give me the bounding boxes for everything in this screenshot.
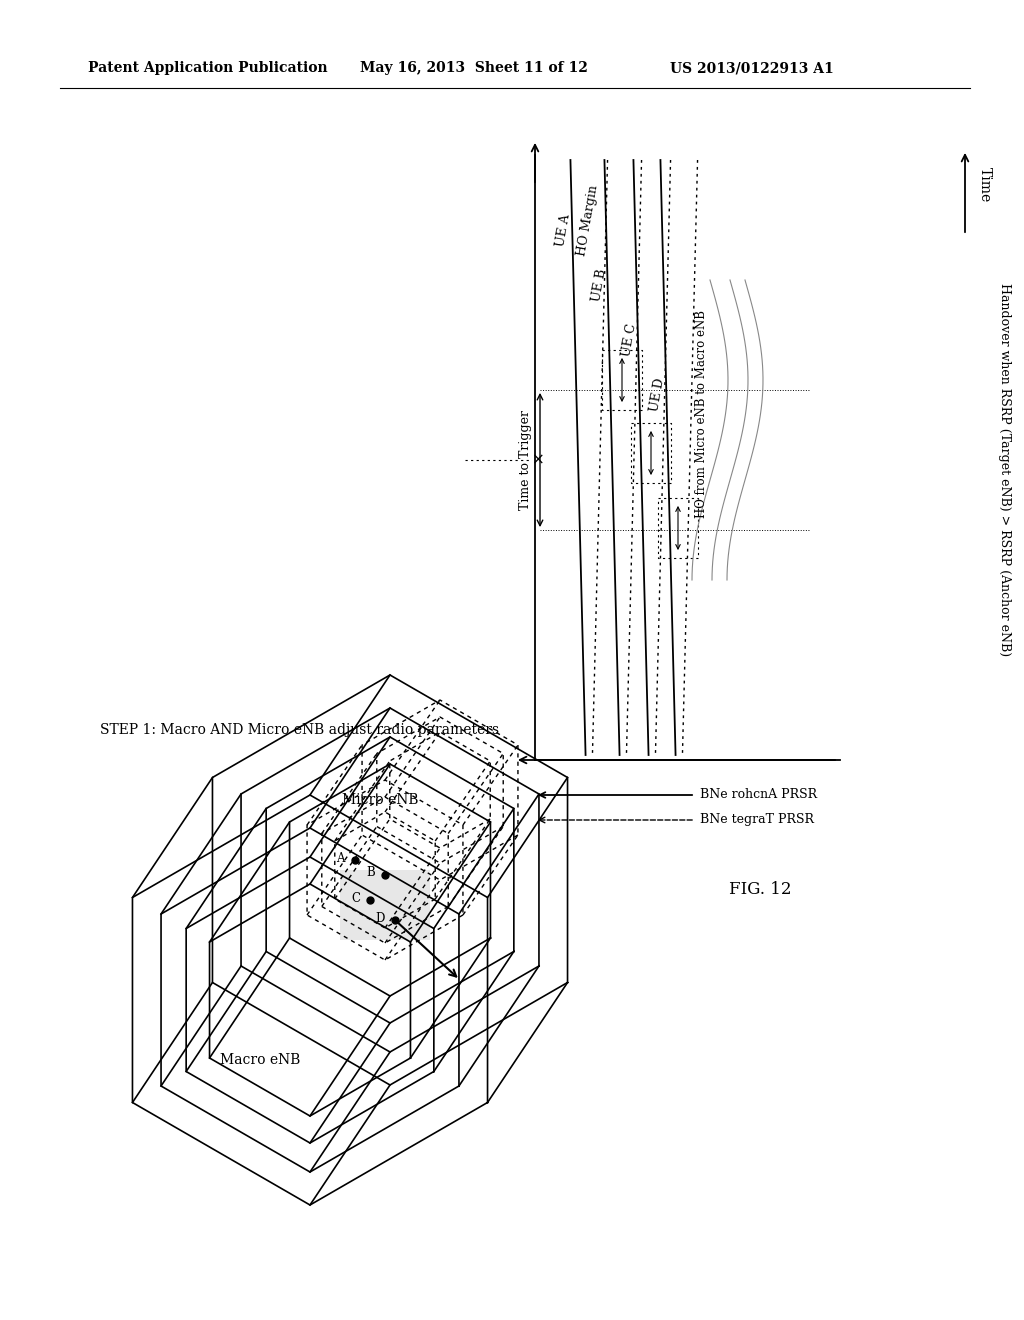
Text: UE D: UE D — [648, 378, 667, 413]
Text: ×: × — [531, 453, 545, 467]
Text: UE C: UE C — [621, 322, 639, 358]
Text: D: D — [376, 912, 385, 924]
Text: A: A — [337, 851, 345, 865]
Text: BNe tegraT PRSR: BNe tegraT PRSR — [700, 813, 814, 826]
Text: Patent Application Publication: Patent Application Publication — [88, 61, 328, 75]
Text: FIG. 12: FIG. 12 — [729, 882, 792, 899]
Text: BNe rohcnA PRSR: BNe rohcnA PRSR — [700, 788, 817, 801]
Text: HO Margin: HO Margin — [575, 183, 600, 256]
Text: Macro eNB: Macro eNB — [220, 1053, 300, 1067]
Text: C: C — [351, 891, 360, 904]
Text: May 16, 2013  Sheet 11 of 12: May 16, 2013 Sheet 11 of 12 — [360, 61, 588, 75]
Polygon shape — [340, 870, 430, 940]
Text: UE B: UE B — [590, 268, 608, 302]
Text: HO from Micro eNB to Macro eNB: HO from Micro eNB to Macro eNB — [695, 310, 708, 517]
Text: UE A: UE A — [554, 213, 572, 247]
Text: STEP 1: Macro AND Micro eNB adjust radio parameters: STEP 1: Macro AND Micro eNB adjust radio… — [100, 723, 499, 737]
Text: US 2013/0122913 A1: US 2013/0122913 A1 — [670, 61, 834, 75]
Text: B: B — [367, 866, 375, 879]
Text: Handover when RSRP (Target eNB) > RSRP (Anchor eNB): Handover when RSRP (Target eNB) > RSRP (… — [998, 284, 1012, 656]
Text: Time to Trigger: Time to Trigger — [518, 411, 531, 510]
Text: Time: Time — [978, 168, 992, 203]
Text: Micro eNB: Micro eNB — [342, 793, 418, 807]
